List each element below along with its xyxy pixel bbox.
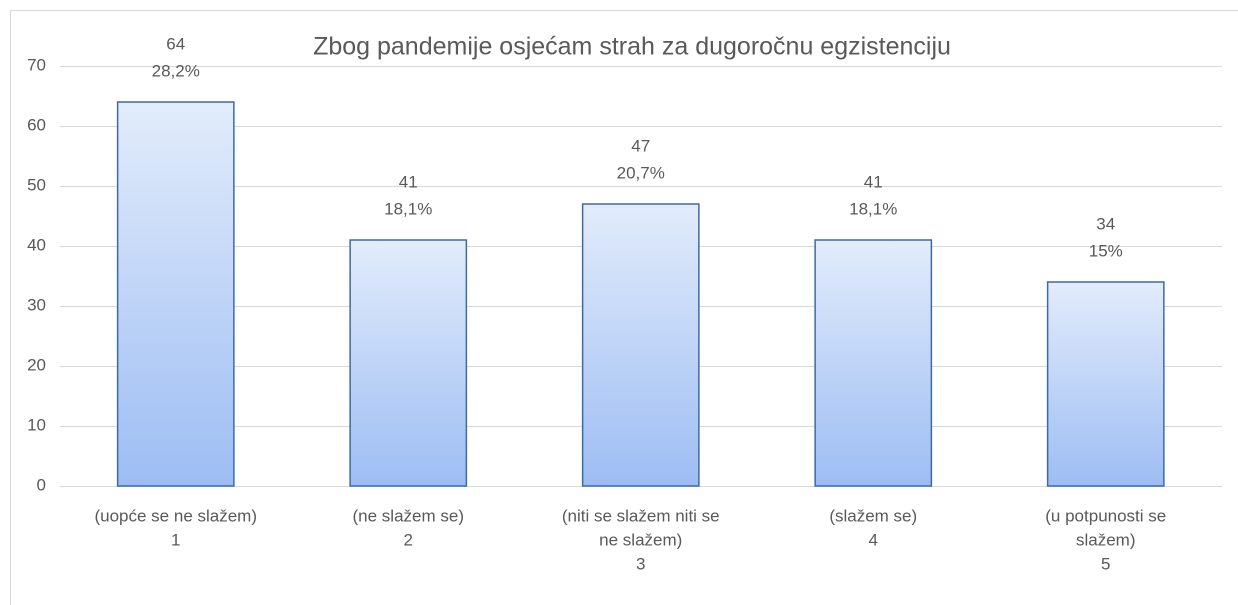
- chart-title: Zbog pandemije osjećam strah za dugoročn…: [313, 33, 951, 61]
- data-label: 47: [631, 136, 650, 155]
- percent-label: 18,1%: [384, 199, 432, 218]
- x-tick-label: 4: [869, 530, 878, 549]
- y-tick-label: 20: [27, 355, 46, 374]
- x-tick-label: 2: [404, 530, 413, 549]
- x-tick-label: (u potpunosti se: [1045, 506, 1166, 525]
- x-tick-label: 1: [171, 530, 180, 549]
- data-label: 41: [864, 172, 883, 191]
- percent-label: 18,1%: [849, 199, 897, 218]
- x-tick-label: 5: [1101, 554, 1110, 573]
- data-label: 41: [399, 172, 418, 191]
- y-tick-label: 40: [27, 235, 46, 254]
- x-tick-label: (ne slažem se): [353, 506, 464, 525]
- x-tick-label: (slažem se): [829, 506, 917, 525]
- percent-label: 20,7%: [617, 163, 665, 182]
- x-tick-label: slažem): [1076, 530, 1136, 549]
- percent-label: 15%: [1089, 241, 1123, 260]
- y-tick-label: 30: [27, 295, 46, 314]
- bar: [581, 203, 700, 487]
- y-tick-label: 0: [37, 475, 46, 494]
- data-label: 34: [1096, 214, 1115, 233]
- x-tick-label: (niti se slažem niti se: [562, 506, 720, 525]
- y-tick-label: 50: [27, 175, 46, 194]
- percent-label: 28,2%: [152, 61, 200, 80]
- y-tick-label: 10: [27, 415, 46, 434]
- bar: [1046, 281, 1165, 487]
- x-tick-label: 3: [636, 554, 645, 573]
- x-tick-label: ne slažem): [599, 530, 682, 549]
- bar: [116, 101, 235, 487]
- bar: [814, 239, 933, 487]
- y-tick-label: 70: [27, 55, 46, 74]
- bar: [349, 239, 468, 487]
- x-tick-label: (uopće se ne slažem): [94, 506, 257, 525]
- chart-border: [10, 10, 1238, 605]
- y-tick-label: 60: [27, 115, 46, 134]
- data-label: 64: [166, 34, 185, 53]
